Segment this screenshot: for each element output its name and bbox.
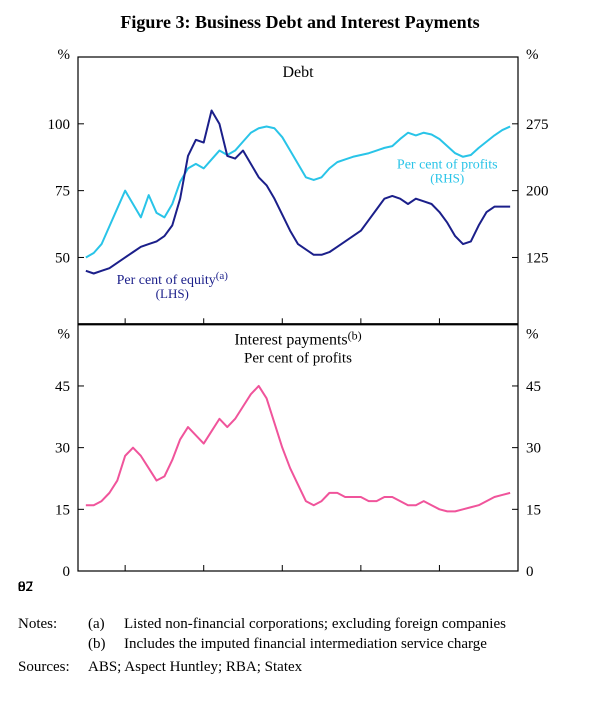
debt-profits-line (86, 126, 510, 257)
debt-equity-line (86, 110, 510, 273)
svg-text:%: % (526, 47, 539, 63)
svg-text:45: 45 (55, 379, 70, 395)
note-b-marker: (b) (88, 634, 124, 654)
svg-text:200: 200 (526, 184, 549, 200)
note-b-text: Includes the imputed financial intermedi… (124, 634, 582, 654)
svg-text:125: 125 (526, 250, 549, 266)
interest-payments-line (86, 386, 510, 511)
svg-text:%: % (58, 326, 71, 342)
svg-text:0: 0 (63, 564, 71, 580)
sources-text: ABS; Aspect Huntley; RBA; Statex (88, 657, 582, 677)
figure-title: Figure 3: Business Debt and Interest Pay… (18, 12, 582, 33)
notes-label: Notes: (18, 614, 88, 634)
svg-text:Interest payments(b): Interest payments(b) (234, 328, 361, 348)
svg-text:50: 50 (55, 250, 70, 266)
svg-text:%: % (58, 47, 71, 63)
svg-text:Per cent of profits: Per cent of profits (244, 350, 352, 366)
svg-text:100: 100 (48, 117, 71, 133)
chart-svg: %%%%5075100125200275DebtPer cent of equi… (18, 39, 578, 599)
svg-text:15: 15 (526, 502, 541, 518)
svg-text:30: 30 (55, 441, 70, 457)
figure-footnotes: Notes: (a) Listed non-financial corporat… (18, 614, 582, 677)
svg-text:0: 0 (526, 564, 534, 580)
svg-text:30: 30 (526, 441, 541, 457)
chart-container: %%%%5075100125200275DebtPer cent of equi… (18, 39, 582, 604)
svg-text:275: 275 (526, 117, 549, 133)
svg-text:75: 75 (55, 184, 70, 200)
svg-text:15: 15 (55, 502, 70, 518)
svg-text:(RHS): (RHS) (430, 170, 464, 185)
svg-text:%: % (526, 326, 539, 342)
svg-text:2007: 2007 (18, 579, 34, 595)
svg-text:45: 45 (526, 379, 541, 395)
note-a-text: Listed non-financial corporations; exclu… (124, 614, 582, 634)
svg-text:(LHS): (LHS) (156, 286, 189, 301)
sources-label: Sources: (18, 657, 88, 677)
svg-text:Debt: Debt (282, 64, 314, 81)
note-a-marker: (a) (88, 614, 124, 634)
